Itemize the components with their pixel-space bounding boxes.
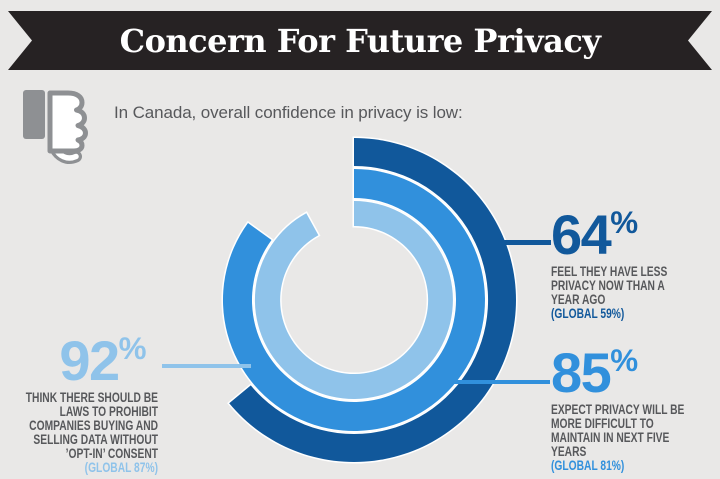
page-title: Concern For Future Privacy [119,22,601,60]
global-stat-92: (GLOBAL 87%) [84,460,158,475]
desc-line: FEEL THEY HAVE LESS [551,264,668,279]
percent-sign: % [118,331,147,366]
desc-line: YEAR AGO [551,292,606,307]
callout-line-64 [503,240,551,245]
stat-desc-64: FEEL THEY HAVE LESS PRIVACY NOW THAN A Y… [551,265,667,321]
desc-line: MORE DIFFICULT TO [551,416,654,431]
ring-middle-85pct [221,167,487,433]
callout-line-92 [162,364,251,368]
ring-inner-92pct [253,199,455,401]
desc-line: THINK THERE SHOULD BE [25,390,158,405]
thumb-cuff [23,90,45,139]
ribbon-shape [8,11,712,70]
desc-line: PRIVACY NOW THAN A [551,278,665,293]
callout-64: 64% FEEL THEY HAVE LESS PRIVACY NOW THAN… [551,199,704,321]
stat-desc-85: EXPECT PRIVACY WILL BE MORE DIFFICULT TO… [551,403,684,473]
global-stat-64: (GLOBAL 59%) [551,306,625,321]
stat-value-92: 92% [59,329,147,392]
stat-value-64: 64% [551,203,638,266]
global-stat-85: (GLOBAL 81%) [551,458,625,473]
desc-line: COMPANIES BUYING AND [29,418,158,433]
callout-92: 92% THINK THERE SHOULD BE LAWS TO PROHIB… [0,325,158,475]
desc-line: SELLING DATA WITHOUT [33,432,158,447]
desc-line: EXPECT PRIVACY WILL BE [551,402,685,417]
stat-desc-92: THINK THERE SHOULD BE LAWS TO PROHIBIT C… [26,391,158,475]
percent-sign: % [610,343,638,378]
callout-85: 85% EXPECT PRIVACY WILL BE MORE DIFFICUL… [551,337,720,473]
desc-line: MAINTAIN IN NEXT FIVE [551,430,670,445]
fist-shape [47,90,88,154]
percent-sign: % [610,205,638,240]
desc-line: YEARS [551,444,587,459]
callout-line-85 [452,380,550,384]
intro-text: In Canada, overall confidence in privacy… [114,103,463,122]
desc-line: ’OPT-IN’ CONSENT [65,446,158,461]
banner-ribbon [8,11,712,70]
ring-outer-64pct [227,136,518,464]
thumbs-down-icon [23,90,88,164]
stat-value-85: 85% [551,341,638,404]
desc-line: LAWS TO PROHIBIT [59,404,158,419]
